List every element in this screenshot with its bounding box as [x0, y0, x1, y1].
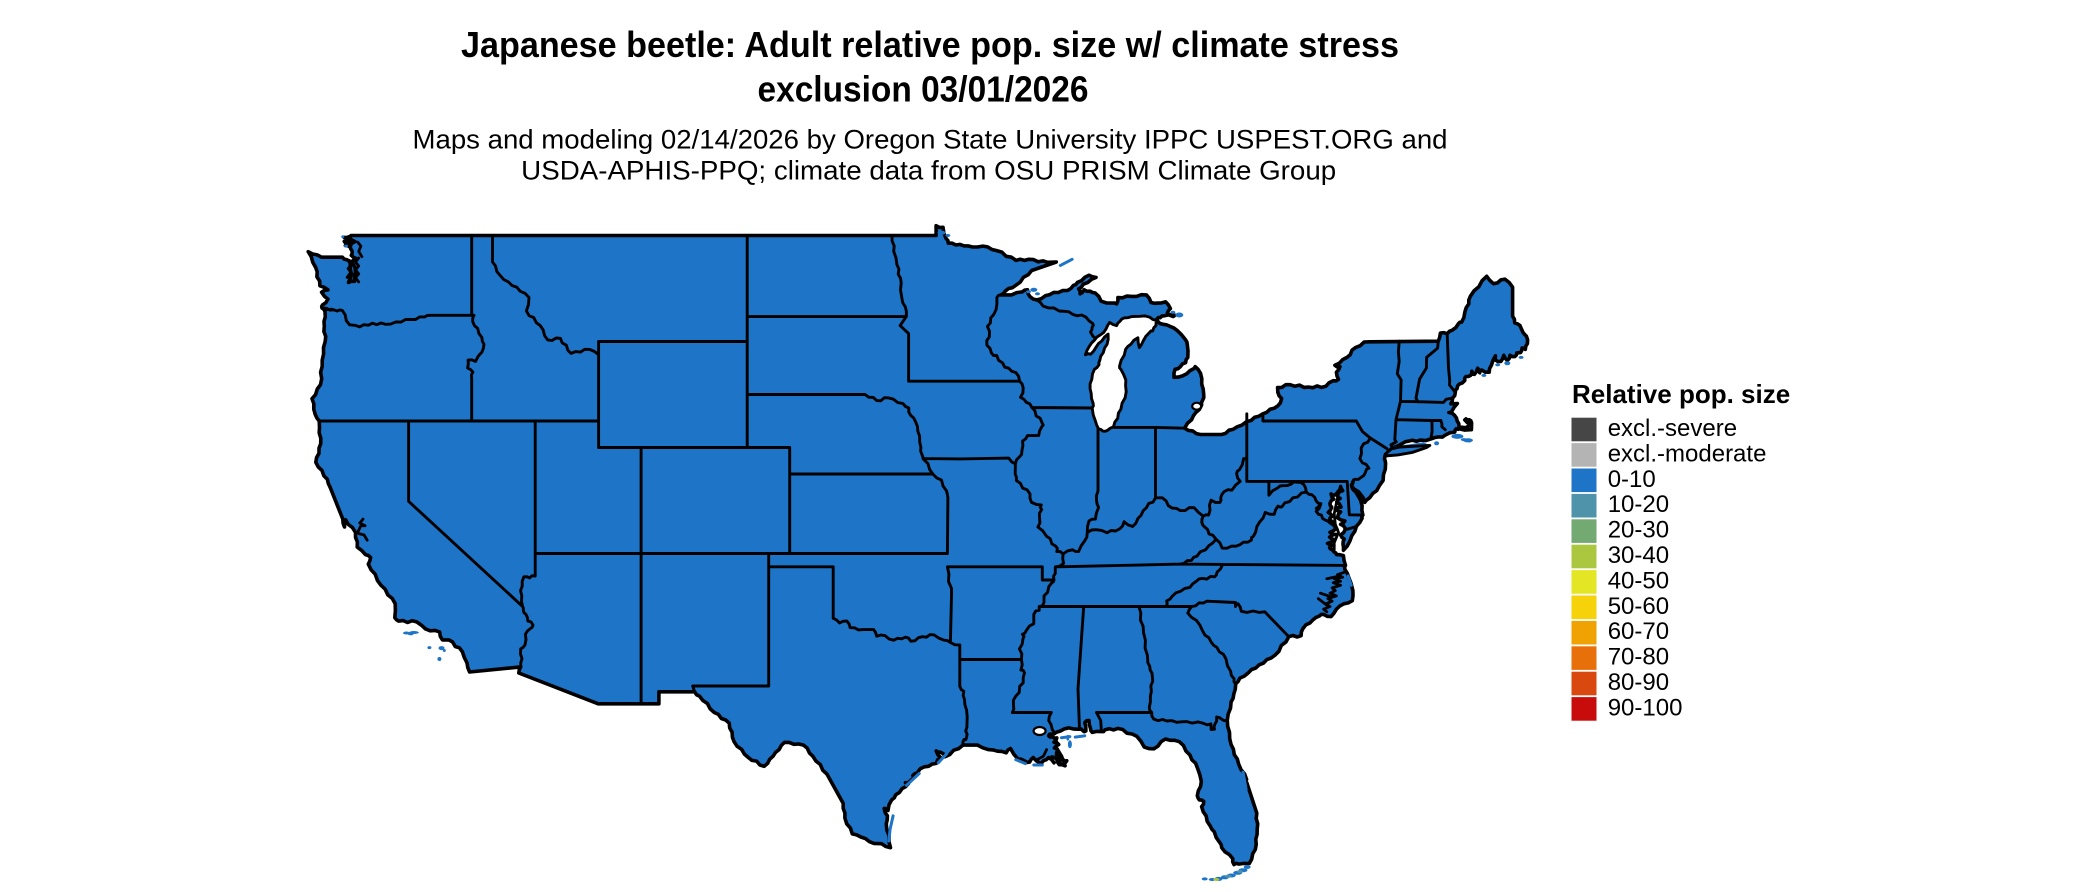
svg-text:60-70: 60-70	[1608, 618, 1669, 645]
svg-text:0-10: 0-10	[1608, 466, 1656, 493]
svg-text:30-40: 30-40	[1608, 542, 1669, 569]
svg-text:20-30: 20-30	[1608, 517, 1669, 544]
svg-text:50-60: 50-60	[1608, 593, 1669, 620]
svg-text:10-20: 10-20	[1608, 491, 1669, 518]
svg-text:Maps and modeling 02/14/2026 b: Maps and modeling 02/14/2026 by Oregon S…	[413, 125, 1448, 155]
svg-text:excl.-severe: excl.-severe	[1608, 415, 1737, 442]
svg-text:90-100: 90-100	[1608, 694, 1683, 721]
svg-text:Relative pop. size: Relative pop. size	[1572, 379, 1790, 409]
svg-text:70-80: 70-80	[1608, 644, 1669, 671]
svg-text:Japanese beetle: Adult relativ: Japanese beetle: Adult relative pop. siz…	[461, 24, 1399, 65]
svg-text:40-50: 40-50	[1608, 567, 1669, 594]
svg-text:80-90: 80-90	[1608, 669, 1669, 696]
svg-text:USDA-APHIS-PPQ; climate data f: USDA-APHIS-PPQ; climate data from OSU PR…	[521, 156, 1336, 186]
svg-text:excl.-moderate: excl.-moderate	[1608, 440, 1767, 467]
svg-text:exclusion 03/01/2026: exclusion 03/01/2026	[758, 69, 1089, 110]
